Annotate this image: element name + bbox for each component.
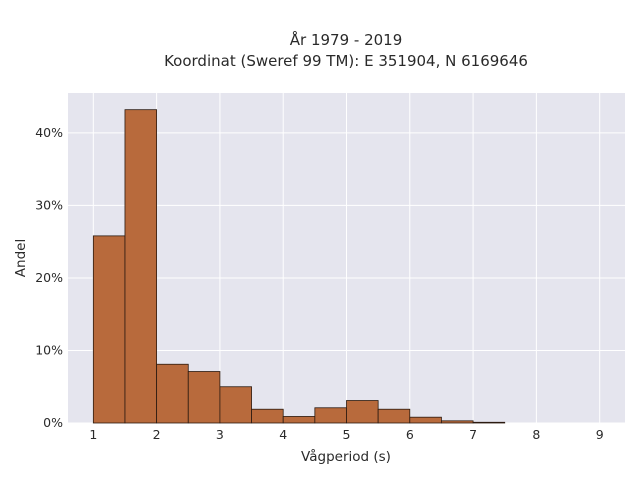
x-axis-label: Vågperiod (s) bbox=[301, 448, 391, 465]
histogram-bar bbox=[251, 408, 284, 424]
y-axis-label: Andel bbox=[13, 239, 29, 277]
y-tick-label: 30% bbox=[35, 197, 63, 212]
histogram-bar bbox=[124, 109, 158, 424]
x-tick-label: 4 bbox=[279, 427, 287, 442]
y-axis-ticks: 0% 10% 20% 30% 40% bbox=[35, 125, 63, 430]
x-tick-label: 5 bbox=[343, 427, 351, 442]
x-tick-label: 1 bbox=[89, 427, 97, 442]
x-tick-label: 8 bbox=[532, 427, 540, 442]
x-tick-label: 9 bbox=[596, 427, 604, 442]
histogram-bar bbox=[314, 407, 347, 424]
histogram-bar bbox=[92, 235, 126, 424]
histogram-bar bbox=[409, 416, 442, 424]
chart-title-line1: År 1979 - 2019 bbox=[290, 30, 403, 49]
x-axis-ticks: 1 2 3 4 5 6 7 8 9 bbox=[89, 427, 603, 442]
y-tick-label: 0% bbox=[43, 415, 63, 430]
y-tick-label: 10% bbox=[35, 342, 63, 357]
histogram-bar bbox=[441, 420, 474, 424]
bars-group bbox=[92, 109, 506, 424]
histogram-bar bbox=[282, 416, 316, 424]
histogram-bar bbox=[377, 408, 411, 424]
chart-title-line2: Koordinat (Sweref 99 TM): E 351904, N 61… bbox=[164, 52, 528, 70]
histogram-bar bbox=[156, 363, 189, 424]
histogram-bar bbox=[187, 371, 221, 424]
x-tick-label: 6 bbox=[406, 427, 414, 442]
x-tick-label: 7 bbox=[469, 427, 477, 442]
histogram-bar bbox=[346, 400, 379, 424]
x-tick-label: 3 bbox=[216, 427, 224, 442]
x-tick-label: 2 bbox=[153, 427, 161, 442]
histogram-bar bbox=[219, 386, 252, 424]
y-tick-label: 40% bbox=[35, 125, 63, 140]
histogram-bar bbox=[472, 421, 506, 424]
y-tick-label: 20% bbox=[35, 270, 63, 285]
